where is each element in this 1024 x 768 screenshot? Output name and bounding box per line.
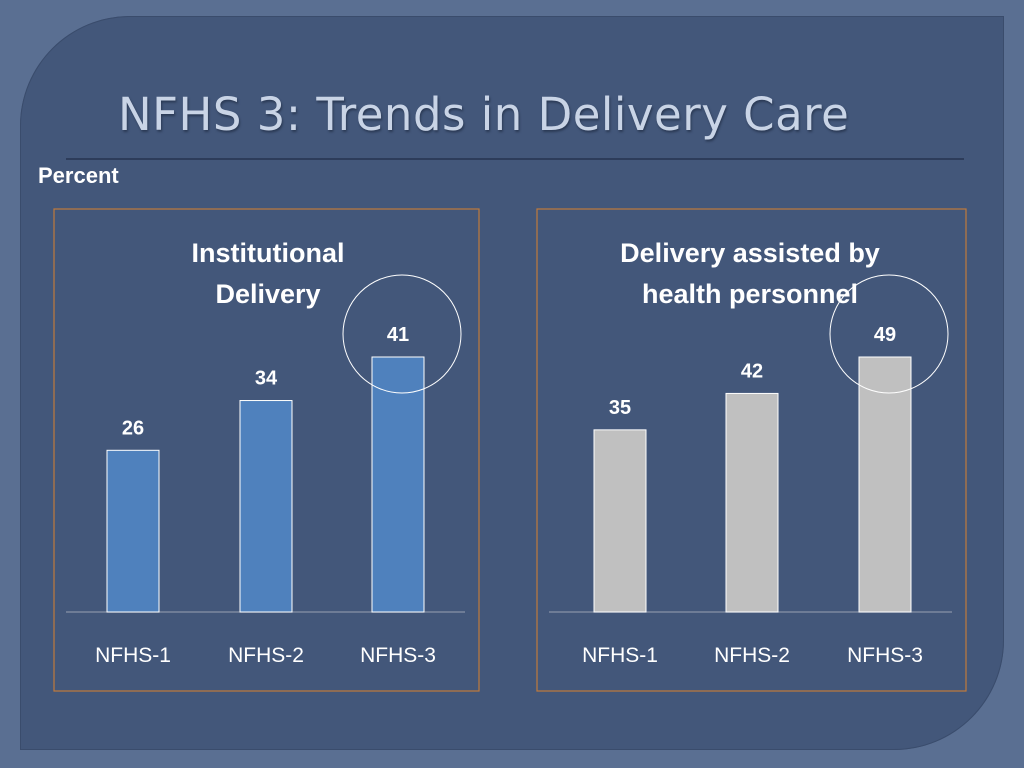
chart-1-highlight-circle [342, 274, 462, 394]
slide-background [20, 16, 1004, 750]
chart-2-category-label: NFHS-1 [582, 644, 658, 667]
chart-1-title-line: Delivery [215, 279, 320, 309]
slide-title: NFHS 3: Trends in Delivery Care [118, 88, 850, 141]
chart-1-category-label: NFHS-3 [360, 644, 436, 667]
chart-1-value-label: 41 [387, 324, 409, 346]
chart-2-bar [725, 392, 779, 613]
chart-2-value-label: 35 [609, 397, 631, 419]
chart-1-category-label: NFHS-1 [95, 644, 171, 667]
title-divider [66, 158, 964, 160]
chart-1-value-label: 26 [122, 417, 144, 439]
chart-1-title-line: Institutional [192, 238, 345, 268]
chart-2-value-label: 49 [874, 324, 896, 346]
chart-2-title-line: health personnel [642, 279, 858, 309]
unit-label: Percent [38, 163, 119, 188]
chart-1-bar [106, 449, 160, 613]
chart-2-frame [536, 208, 967, 692]
chart-1-value-label: 34 [255, 368, 278, 390]
chart-2-category-label: NFHS-2 [714, 644, 790, 667]
chart-2-category-label: NFHS-3 [847, 644, 923, 667]
chart-2-title-line: Delivery assisted by [620, 238, 880, 268]
chart-2-highlight-circle [829, 274, 949, 394]
chart-1-frame [53, 208, 480, 692]
chart-1-bar [371, 356, 425, 613]
chart-2-value-label: 42 [741, 360, 763, 382]
chart-1-category-label: NFHS-2 [228, 644, 304, 667]
chart-2-bar [858, 356, 912, 613]
chart-1-bar [239, 400, 293, 613]
chart-2-bar [593, 429, 647, 613]
